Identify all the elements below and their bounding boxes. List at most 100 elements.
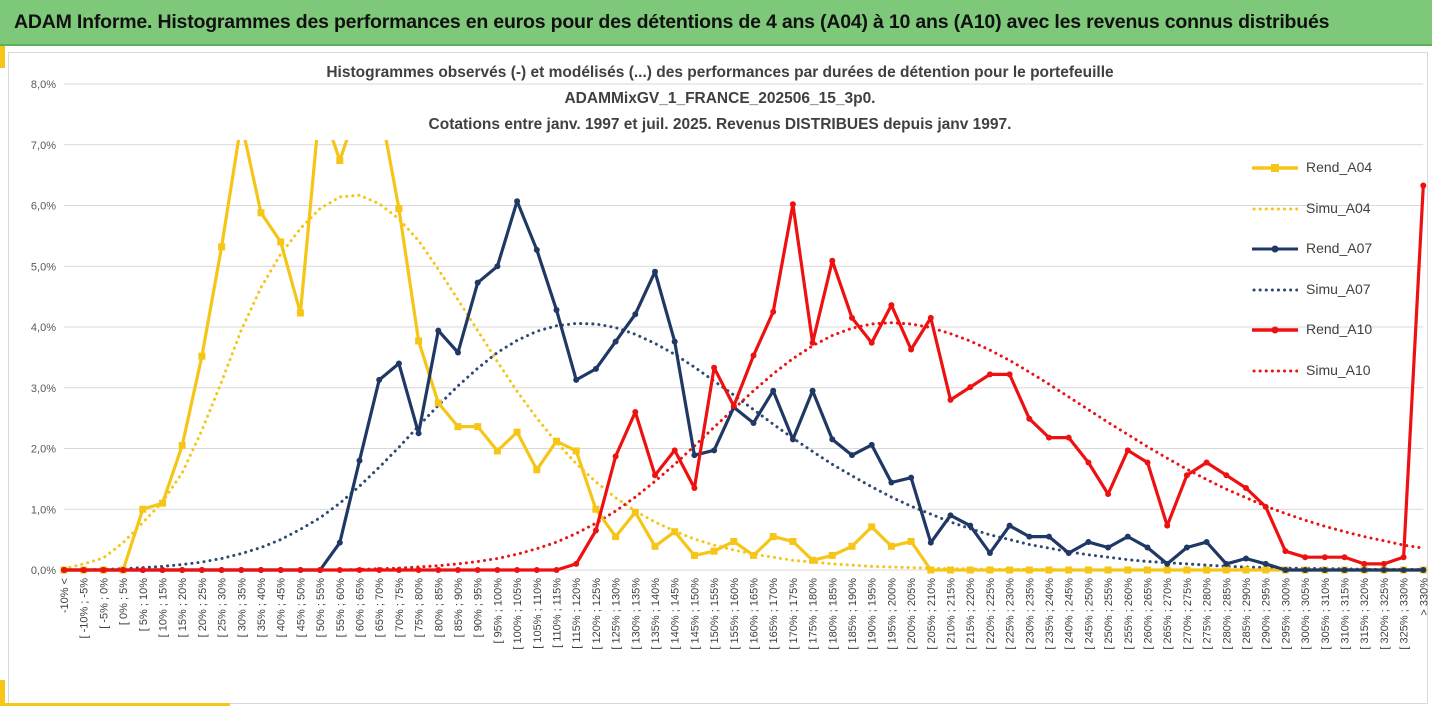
- x-tick-label: [ 245% ; 250%: [1083, 578, 1095, 650]
- data-point-rend-a07: [533, 246, 540, 253]
- data-point-rend-a10: [1341, 554, 1348, 561]
- x-tick-label: [ 165% ; 170%: [768, 578, 780, 650]
- legend-label-simu-a10: Simu_A10: [1306, 361, 1371, 378]
- x-tick-label: [ 70% ; 75%: [394, 578, 406, 638]
- data-point-rend-a10: [829, 257, 836, 264]
- data-point-rend-a07: [927, 539, 934, 546]
- data-point-rend-a04: [1183, 566, 1191, 574]
- data-point-rend-a04: [986, 566, 994, 574]
- x-tick-label: [ 95% ; 100%: [492, 578, 504, 644]
- data-point-rend-a04: [612, 533, 620, 541]
- x-tick-label: [ 120% ; 125%: [591, 578, 603, 650]
- data-point-rend-a07: [1065, 549, 1072, 556]
- data-point-rend-a10: [1183, 472, 1190, 479]
- data-point-rend-a10: [1361, 560, 1368, 567]
- data-point-rend-a10: [888, 302, 895, 309]
- data-point-rend-a07: [849, 452, 855, 459]
- data-point-rend-a10: [474, 567, 481, 573]
- data-point-rend-a10: [1046, 434, 1052, 441]
- data-point-rend-a04: [651, 542, 659, 550]
- y-tick-label: 7,0%: [31, 140, 56, 152]
- data-point-rend-a07: [750, 419, 757, 426]
- data-point-rend-a07: [573, 376, 580, 383]
- data-point-rend-a07: [1262, 560, 1269, 567]
- data-point-rend-a10: [277, 567, 284, 573]
- x-tick-label: [ 240% ; 245%: [1064, 578, 1076, 650]
- header-bar: ADAM Informe. Histogrammes des performan…: [0, 0, 1432, 46]
- data-point-rend-a10: [809, 339, 816, 346]
- x-tick-label: [ 275% ; 280%: [1202, 578, 1214, 650]
- data-point-rend-a07: [395, 360, 402, 367]
- data-point-rend-a10: [336, 567, 343, 573]
- x-tick-label: [ 250% ; 255%: [1103, 578, 1115, 650]
- data-point-rend-a04: [434, 399, 442, 407]
- data-point-rend-a04: [277, 238, 285, 246]
- data-point-rend-a10: [238, 567, 245, 573]
- data-point-rend-a04: [887, 542, 895, 550]
- data-point-rend-a10: [986, 371, 993, 378]
- y-tick-label: 2,0%: [31, 444, 56, 456]
- data-point-rend-a10: [592, 527, 599, 534]
- data-point-rend-a07: [888, 479, 895, 486]
- data-point-rend-a07: [1321, 567, 1328, 573]
- x-tick-label: [ 170% ; 175%: [788, 578, 800, 650]
- x-tick-label: [ 295% ; 300%: [1280, 578, 1292, 650]
- x-tick-label: [ 125% ; 130%: [611, 578, 623, 650]
- x-tick-label: [ 225% ; 230%: [1005, 578, 1017, 650]
- data-point-rend-a07: [612, 338, 619, 345]
- legend-swatch-rend-a04: [1252, 164, 1298, 172]
- data-point-rend-a10: [1105, 491, 1112, 498]
- data-point-rend-a10: [1400, 554, 1407, 561]
- x-tick-label: [ 310% ; 315%: [1340, 578, 1352, 650]
- data-point-rend-a04: [178, 441, 186, 449]
- data-point-rend-a10: [1085, 459, 1092, 466]
- x-tick-label: [ 205% ; 210%: [926, 578, 938, 650]
- x-tick-label: [ 255% ; 260%: [1123, 578, 1135, 650]
- x-tick-label: [ -10% ; -5%: [79, 578, 91, 639]
- data-point-rend-a07: [671, 338, 678, 345]
- legend-item-rend-a04: Rend_A04: [1252, 158, 1382, 199]
- legend-swatch-simu-a10: [1252, 369, 1298, 372]
- data-point-rend-a04: [1084, 566, 1092, 574]
- x-tick-label: [ 200% ; 205%: [906, 578, 918, 650]
- x-tick-label: [ 215% ; 220%: [965, 578, 977, 650]
- data-point-rend-a07: [1341, 567, 1348, 573]
- data-point-rend-a10: [139, 567, 146, 573]
- data-point-rend-a04: [592, 505, 600, 513]
- data-point-rend-a07: [908, 474, 915, 481]
- x-tick-label: [ 210% ; 215%: [946, 578, 958, 650]
- x-tick-label: [ 60% ; 65%: [355, 578, 367, 638]
- data-point-rend-a10: [849, 314, 855, 321]
- x-tick-label: [ 320% ; 325%: [1379, 578, 1391, 650]
- data-point-rend-a07: [494, 263, 501, 270]
- x-tick-label: [ 290% ; 295%: [1261, 578, 1273, 650]
- data-point-rend-a10: [80, 567, 87, 573]
- x-tick-label: [ 100% ; 105%: [512, 578, 524, 650]
- data-point-rend-a07: [1223, 560, 1230, 567]
- x-tick-label: [ 85% ; 90%: [453, 578, 465, 638]
- legend-item-rend-a10: Rend_A10: [1252, 320, 1382, 361]
- data-point-rend-a07: [691, 452, 698, 459]
- data-point-rend-a04: [927, 566, 935, 574]
- chart-title-line-1: Histogrammes observés (-) et modélisés (…: [326, 64, 1114, 81]
- legend-label-simu-a07: Simu_A07: [1306, 280, 1371, 297]
- data-point-rend-a10: [1065, 434, 1072, 441]
- data-point-rend-a10: [573, 560, 580, 567]
- data-point-rend-a07: [632, 311, 639, 318]
- legend-label-simu-a04: Simu_A04: [1306, 199, 1371, 216]
- data-point-rend-a07: [1046, 533, 1052, 540]
- chart-title-line-3: Cotations entre janv. 1997 et juil. 2025…: [428, 116, 1012, 133]
- data-point-rend-a04: [690, 551, 698, 559]
- data-point-rend-a10: [258, 567, 264, 573]
- data-point-rend-a10: [789, 201, 796, 208]
- series-line-simu-a10: [62, 321, 1425, 572]
- y-tick-label: 0,0%: [31, 565, 56, 577]
- data-point-rend-a04: [198, 352, 206, 360]
- x-tick-label: [ 65% ; 70%: [374, 578, 386, 638]
- data-point-rend-a04: [257, 209, 265, 217]
- data-point-rend-a04: [1203, 566, 1211, 574]
- data-point-rend-a07: [1006, 522, 1013, 529]
- data-point-rend-a04: [966, 566, 974, 574]
- data-point-rend-a04: [1262, 566, 1270, 574]
